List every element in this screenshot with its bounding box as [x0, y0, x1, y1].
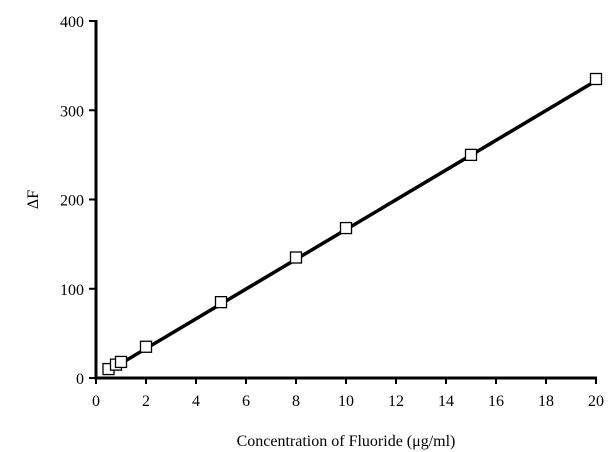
- fit-line: [107, 79, 597, 373]
- x-axis-ticks: 0 2 4 6 8 10 12 14 16 18 20: [92, 378, 604, 410]
- x-tick-label: 0: [92, 393, 100, 410]
- axes: [94, 20, 597, 380]
- data-point: [339, 221, 353, 235]
- x-axis-title: Concentration of Fluoride (μg/ml): [237, 433, 456, 450]
- data-point: [214, 295, 228, 309]
- y-axis-title: ΔF: [25, 190, 42, 209]
- x-tick-label: 10: [338, 393, 354, 410]
- y-tick-label: 100: [60, 282, 84, 299]
- data-points: [102, 72, 603, 376]
- y-tick-label: 400: [60, 14, 84, 31]
- data-point: [114, 355, 128, 369]
- y-tick-label: 200: [60, 193, 84, 210]
- x-tick-label: 16: [488, 393, 504, 410]
- x-tick-label: 14: [438, 393, 454, 410]
- data-point: [464, 148, 478, 162]
- x-tick-label: 18: [538, 393, 554, 410]
- data-point: [589, 72, 603, 86]
- y-tick-label: 0: [76, 371, 84, 388]
- y-tick-label: 300: [60, 103, 84, 120]
- x-tick-label: 4: [192, 393, 200, 410]
- x-tick-label: 20: [588, 393, 604, 410]
- x-tick-label: 12: [388, 393, 404, 410]
- data-point: [289, 251, 303, 264]
- x-tick-label: 6: [242, 393, 250, 410]
- fit-line-group: [107, 79, 597, 373]
- x-tick-label: 2: [142, 393, 150, 410]
- data-point: [139, 340, 153, 353]
- x-tick-label: 8: [292, 393, 300, 410]
- y-axis-ticks: 0 100 200 300 400: [60, 14, 96, 388]
